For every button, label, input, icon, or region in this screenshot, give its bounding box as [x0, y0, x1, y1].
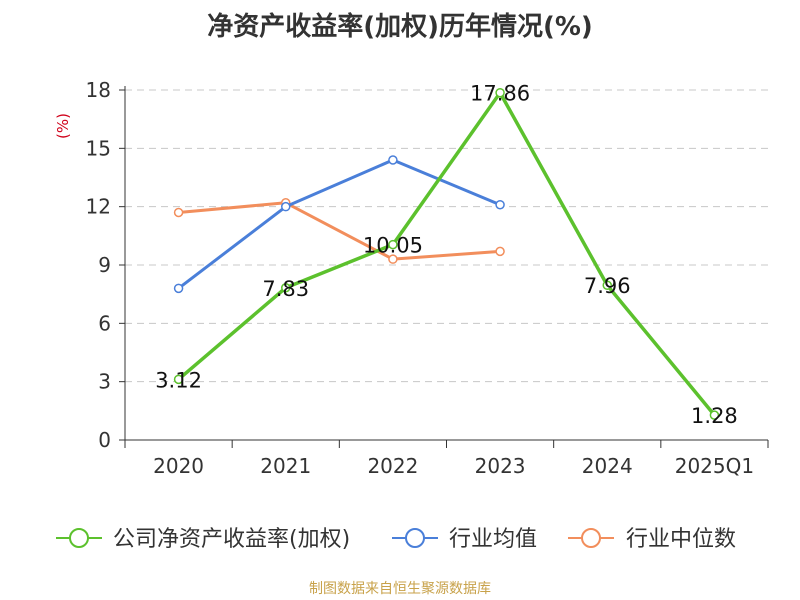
- data-label-layer: 3.12 7.83 10.05 17.86 7.96 1.28: [155, 82, 738, 428]
- legend-marker: [581, 528, 601, 548]
- data-point: [388, 239, 398, 250]
- data-point: [281, 283, 291, 293]
- x-tick-label: 2022: [367, 454, 418, 478]
- data-point: [173, 207, 184, 218]
- series-0: [173, 87, 720, 420]
- data-point: [388, 254, 398, 264]
- y-tick-label: 3: [98, 370, 111, 394]
- data-point: [709, 410, 720, 420]
- legend-label: 公司净资产收益率(加权): [113, 527, 350, 552]
- y-tick-label: 6: [98, 311, 111, 335]
- series-line: [177, 201, 502, 261]
- data-point: [495, 199, 505, 210]
- data-label: 7.96: [584, 274, 631, 298]
- series-line: [177, 158, 502, 290]
- source-note: 制图数据来自恒生聚源数据库: [309, 581, 491, 597]
- series-1: [173, 155, 505, 294]
- series-line: [176, 90, 717, 417]
- y-axis-label: (%): [54, 113, 72, 139]
- legend-item: 行业中位数: [568, 527, 736, 552]
- data-label: 3.12: [155, 368, 202, 392]
- y-tick-label: 0: [98, 428, 111, 452]
- legend: 公司净资产收益率(加权) 行业均值 行业中位数: [56, 527, 736, 552]
- grid-layer: [125, 89, 768, 383]
- y-tick-label: 12: [86, 195, 111, 219]
- data-point: [602, 280, 612, 290]
- data-point: [173, 283, 184, 294]
- data-label: 7.83: [262, 277, 309, 301]
- legend-label: 行业均值: [449, 527, 537, 552]
- x-tick-label: 2024: [582, 454, 633, 478]
- series-layer: [173, 87, 720, 420]
- y-tick-label: 9: [98, 253, 111, 277]
- data-point: [388, 155, 398, 165]
- legend-marker: [69, 528, 89, 548]
- legend-label: 行业中位数: [626, 527, 736, 552]
- chart-title: 净资产收益率(加权)历年情况(%): [207, 12, 593, 42]
- x-tick-label: 2025Q1: [675, 454, 754, 478]
- x-tick-label: 2020: [153, 454, 204, 478]
- y-tick-label: 15: [86, 136, 111, 160]
- legend-item: 公司净资产收益率(加权): [56, 527, 350, 552]
- data-label: 17.86: [470, 82, 530, 106]
- x-tick-label: 2023: [475, 454, 526, 478]
- data-point: [495, 87, 505, 98]
- y-tick-label: 18: [86, 78, 111, 102]
- data-point: [173, 374, 184, 385]
- legend-marker: [405, 528, 425, 548]
- axis-layer: 0 3 6 9 12 15 18 2020 2021 2022 2023 2024 2025Q1 (%): [54, 78, 769, 478]
- data-point: [495, 246, 505, 257]
- x-tick-label: 2021: [260, 454, 311, 478]
- legend-item: 行业均值: [392, 527, 537, 552]
- data-point: [281, 201, 291, 212]
- data-label: 1.28: [691, 404, 738, 428]
- data-label: 10.05: [363, 234, 423, 258]
